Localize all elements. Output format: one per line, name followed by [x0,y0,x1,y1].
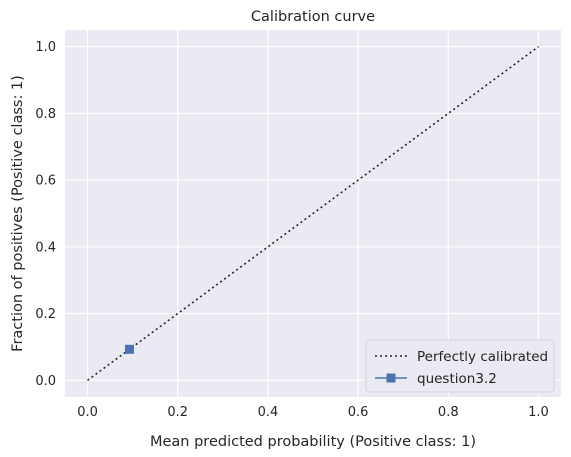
x-tick-label: 0.0 [77,405,98,420]
legend-marker-question [386,373,396,383]
x-tick-label: 0.6 [348,405,369,420]
x-tick-label: 0.2 [167,405,188,420]
series-line-0 [87,46,539,381]
legend-label-question: question3.2 [417,371,497,387]
y-axis-label: Fraction of positives (Positive class: 1… [10,75,26,352]
legend: Perfectly calibrated question3.2 [365,339,555,393]
x-tick-label: 1.0 [528,405,549,420]
tick-labels: 0.0 0.2 0.4 0.6 0.8 1.0 0.0 0.2 0.4 0.6 0.8 1.0 [35,40,548,420]
y-tick-label: 0.6 [35,174,56,189]
y-tick-label: 1.0 [35,40,56,55]
y-tick-label: 0.2 [35,307,56,322]
y-tick-label: 0.0 [35,374,56,389]
y-tick-label: 0.4 [35,240,56,255]
legend-box [365,339,555,393]
series-layer [87,46,539,381]
x-tick-label: 0.8 [438,405,459,420]
chart-title: Calibration curve [251,9,375,25]
grid-lines [65,30,561,397]
y-tick-label: 0.8 [35,107,56,122]
x-tick-label: 0.4 [258,405,279,420]
data-point-marker [124,344,134,354]
x-axis-label: Mean predicted probability (Positive cla… [150,434,476,450]
legend-label-perfectly-calibrated: Perfectly calibrated [417,349,548,365]
